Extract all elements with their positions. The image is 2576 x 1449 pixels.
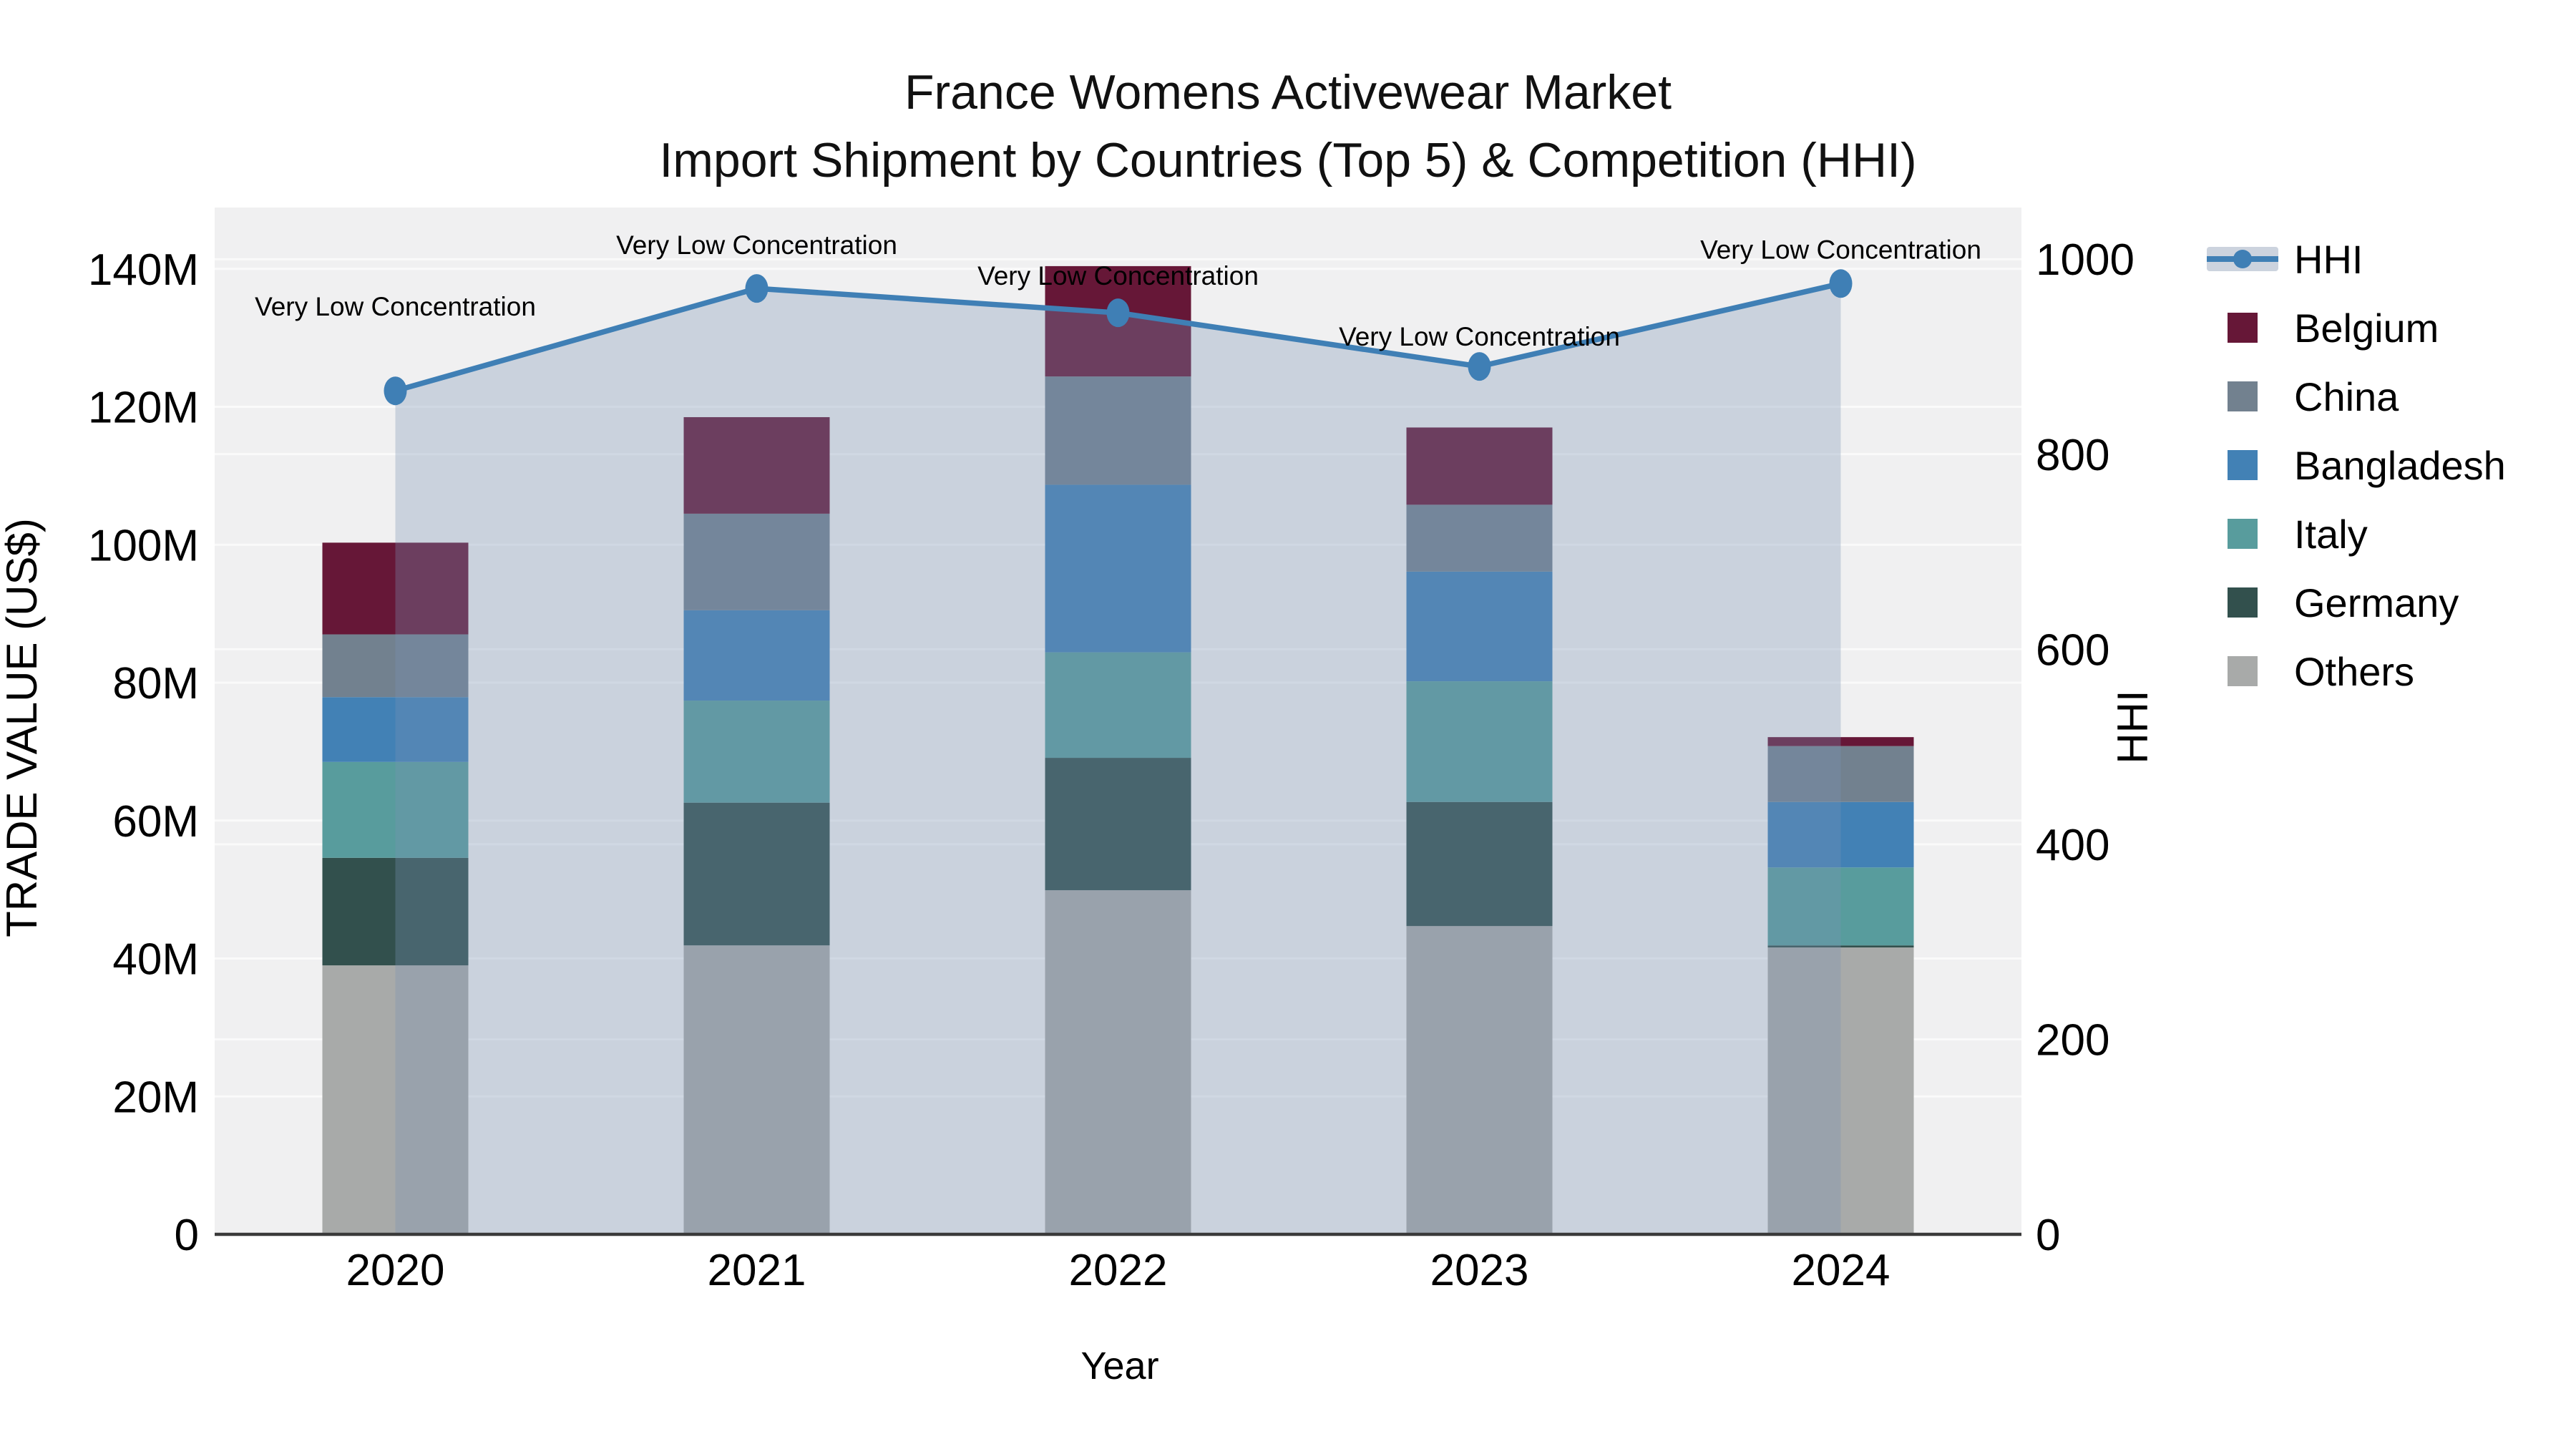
bar-segment-china-2023 [1406,504,1553,572]
y-right-axis-label: HHI [2109,690,2157,764]
legend-item-belgium: Belgium [2195,293,2506,362]
legend-label-china: China [2294,374,2399,419]
y-left-tick-120M: 120M [88,384,199,433]
bar-segment-bangladesh-2021 [683,610,830,701]
legend-item-bangladesh: Bangladesh [2195,431,2506,499]
hhi-marker-2020 [384,376,407,406]
y-right-tick-800: 800 [2036,431,2109,480]
bar-segment-germany-2021 [683,802,830,946]
y-left-tick-80M: 80M [112,659,199,708]
annotation-2024: Very Low Concentration [1700,235,1981,264]
y-left-tick-0: 0 [175,1211,199,1260]
bar-segment-belgium-2020 [322,542,469,635]
bar-segment-bangladesh-2022 [1045,484,1191,653]
annotation-2023: Very Low Concentration [1339,322,1620,351]
bar-segment-china-2020 [322,634,469,698]
bar-segment-others-2024 [1767,947,1914,1234]
x-tick-2022: 2022 [1069,1246,1168,1295]
y-right-tick-400: 400 [2036,821,2109,870]
bar-segment-belgium-2023 [1406,427,1553,505]
others-swatch-icon [2228,656,2258,686]
bar-segment-germany-2022 [1045,758,1191,891]
y-left-axis-label: TRADE VALUE (US$) [0,518,46,937]
legend-label-belgium: Belgium [2294,305,2439,351]
legend-label-italy: Italy [2294,511,2368,557]
x-tick-2024: 2024 [1792,1246,1890,1295]
hhi-marker-2022 [1106,298,1130,328]
bar-segment-italy-2024 [1767,867,1914,946]
bar-segment-bangladesh-2023 [1406,571,1553,682]
bar-segment-germany-2023 [1406,801,1553,927]
annotation-2021: Very Low Concentration [616,230,897,260]
bar-segment-china-2024 [1767,746,1914,802]
y-left-tick-100M: 100M [88,521,199,570]
y-left-tick-140M: 140M [88,245,199,295]
x-tick-2021: 2021 [708,1246,806,1295]
y-right-tick-600: 600 [2036,625,2109,675]
hhi-marker-2021 [745,274,769,303]
annotation-2020: Very Low Concentration [255,292,536,321]
bar-segment-italy-2023 [1406,681,1553,802]
bar-segment-italy-2021 [683,701,830,803]
bar-segment-germany-2024 [1767,945,1914,948]
legend-label-hhi: HHI [2294,236,2363,282]
y-left-tick-20M: 20M [112,1073,199,1122]
hhi-area [395,283,1841,1235]
legend-item-italy: Italy [2195,499,2506,568]
hhi-marker-2024 [1829,269,1853,298]
bar-segment-belgium-2024 [1767,737,1914,746]
bar-segment-bangladesh-2024 [1767,801,1914,868]
legend-label-germany: Germany [2294,580,2459,625]
bar-segment-others-2021 [683,945,830,1234]
chart-title: France Womens Activewear Market Import S… [0,59,2576,195]
italy-swatch-icon [2228,519,2258,549]
bar-segment-germany-2020 [322,857,469,966]
bar-segment-italy-2020 [322,761,469,858]
china-swatch-icon [2228,381,2258,411]
bangladesh-swatch-icon [2228,450,2258,480]
legend-item-hhi: HHI [2195,225,2506,293]
annotation-2022: Very Low Concentration [977,261,1259,291]
legend-item-others: Others [2195,637,2506,706]
x-axis-label: Year [1080,1345,1159,1387]
bar-segment-others-2020 [322,965,469,1234]
bar-segment-bangladesh-2020 [322,697,469,762]
hhi-marker-2023 [1468,352,1491,381]
hhi-line-swatch-icon [2207,245,2278,273]
y-right-tick-1000: 1000 [2036,235,2135,285]
legend-label-bangladesh: Bangladesh [2294,442,2506,488]
bar-segment-others-2023 [1406,926,1553,1234]
belgium-swatch-icon [2228,313,2258,343]
bar-segment-china-2021 [683,513,830,610]
chart-title-line2: Import Shipment by Countries (Top 5) & C… [659,133,1917,187]
bar-segment-belgium-2021 [683,416,830,514]
y-left-tick-60M: 60M [112,797,199,847]
bar-segment-italy-2022 [1045,652,1191,758]
legend: HHI Belgium China Bangladesh Italy Germa… [2195,225,2506,706]
legend-item-germany: Germany [2195,568,2506,637]
x-tick-2023: 2023 [1430,1246,1529,1295]
germany-swatch-icon [2228,587,2258,618]
bar-segment-others-2022 [1045,890,1191,1234]
y-left-tick-40M: 40M [112,935,199,985]
x-tick-2020: 2020 [346,1246,445,1295]
y-right-tick-200: 200 [2036,1015,2109,1065]
chart-title-line1: France Womens Activewear Market [904,65,1672,119]
legend-item-china: China [2195,362,2506,431]
y-right-tick-0: 0 [2036,1211,2060,1260]
bar-segment-china-2022 [1045,376,1191,485]
legend-label-others: Others [2294,648,2415,694]
